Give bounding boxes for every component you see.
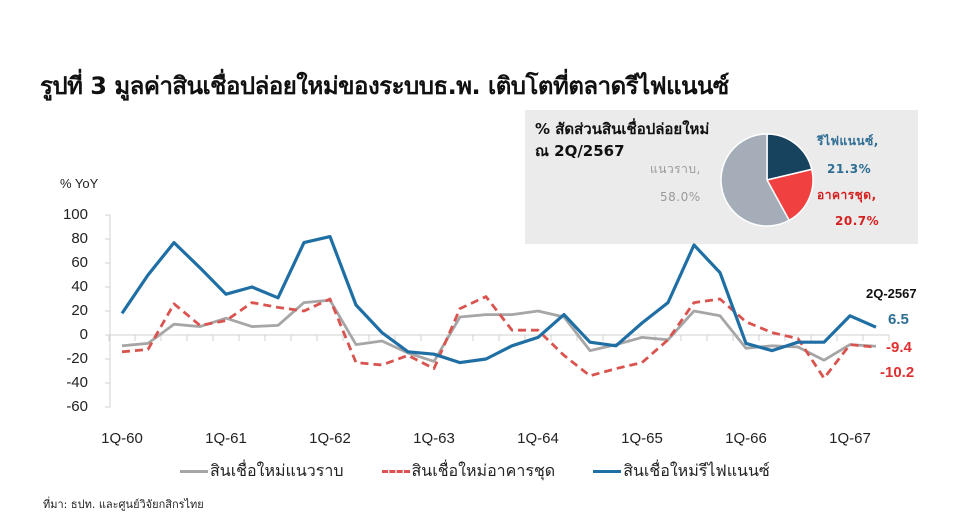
y-tick-label: 20 [71, 302, 88, 319]
x-tick-label: 1Q-63 [413, 430, 455, 447]
pie-slice-condo [765, 168, 814, 222]
y-tick-label: 0 [79, 326, 88, 343]
x-tick-label: 1Q-65 [621, 430, 663, 447]
pie-slice-refinance [766, 133, 813, 181]
y-tick-label: -60 [66, 398, 88, 415]
pie-label-refi-name: รีไฟแนนซ์, [817, 134, 879, 148]
pie-label-flat-name: แนวราบ, [650, 162, 701, 176]
source-note: ที่มา: ธปท. และศูนย์วิจัยกสิกรไทย [43, 498, 204, 511]
pie-title-line2: ณ 2Q/2567 [535, 142, 625, 160]
x-tick-label: 1Q-62 [309, 430, 351, 447]
legend-label-condo: สินเชื่อใหม่อาคารชุด [411, 461, 556, 480]
x-tick-label: 1Q-61 [205, 430, 247, 447]
legend-item-refinance: สินเชื่อใหม่รีไฟแนนซ์ [593, 459, 770, 484]
y-axis-label: % YoY [60, 176, 99, 191]
pie-slice-flat [720, 133, 791, 227]
annotation-condo: -10.2 [880, 364, 915, 381]
legend-label-refinance: สินเชื่อใหม่รีไฟแนนซ์ [623, 461, 770, 480]
legend: สินเชื่อใหม่แนวราบ สินเชื่อใหม่อาคารชุด … [180, 459, 808, 484]
legend-label-flat: สินเชื่อใหม่แนวราบ [210, 461, 344, 480]
series-line-refinance [120, 235, 877, 365]
pie-title-line1: % สัดส่วนสินเชื่อปล่อยใหม่ [535, 120, 710, 138]
pie-label-flat-value: 58.0% [660, 190, 701, 204]
legend-item-flat: สินเชื่อใหม่แนวราบ [180, 459, 344, 484]
legend-item-condo: สินเชื่อใหม่อาคารชุด [381, 459, 556, 484]
x-tick-label: 1Q-66 [725, 430, 767, 447]
legend-swatch-flat [180, 470, 208, 473]
legend-swatch-condo [381, 470, 410, 473]
pie-title: % สัดส่วนสินเชื่อปล่อยใหม่ ณ 2Q/2567 [535, 118, 709, 162]
series-line-flat [121, 298, 877, 363]
pie-label-condo-value: 20.7% [835, 214, 880, 228]
y-tick-label: 40 [71, 278, 88, 295]
annotation-period: 2Q-2567 [866, 286, 917, 301]
y-tick-label: 60 [71, 254, 88, 271]
annotation-flat: -9.4 [886, 339, 912, 356]
x-tick-label: 1Q-67 [829, 430, 871, 447]
y-tick-label: 100 [62, 206, 88, 223]
x-tick-label: 1Q-60 [101, 430, 143, 447]
figure-title: รูปที่ 3 มูลค่าสินเชื่อปล่อยใหม่ของระบบธ… [40, 72, 729, 100]
legend-swatch-refinance [593, 470, 622, 473]
y-tick-label: -20 [66, 350, 88, 367]
pie-label-refi-value: 21.3% [827, 162, 872, 176]
y-tick-label: 80 [71, 230, 88, 247]
series-line-condo [121, 295, 877, 380]
annotation-refinance: 6.5 [888, 311, 909, 328]
x-tick-label: 1Q-64 [517, 430, 559, 447]
pie-label-condo-name: อาคารชุด, [817, 188, 877, 202]
y-tick-label: -40 [66, 374, 88, 391]
